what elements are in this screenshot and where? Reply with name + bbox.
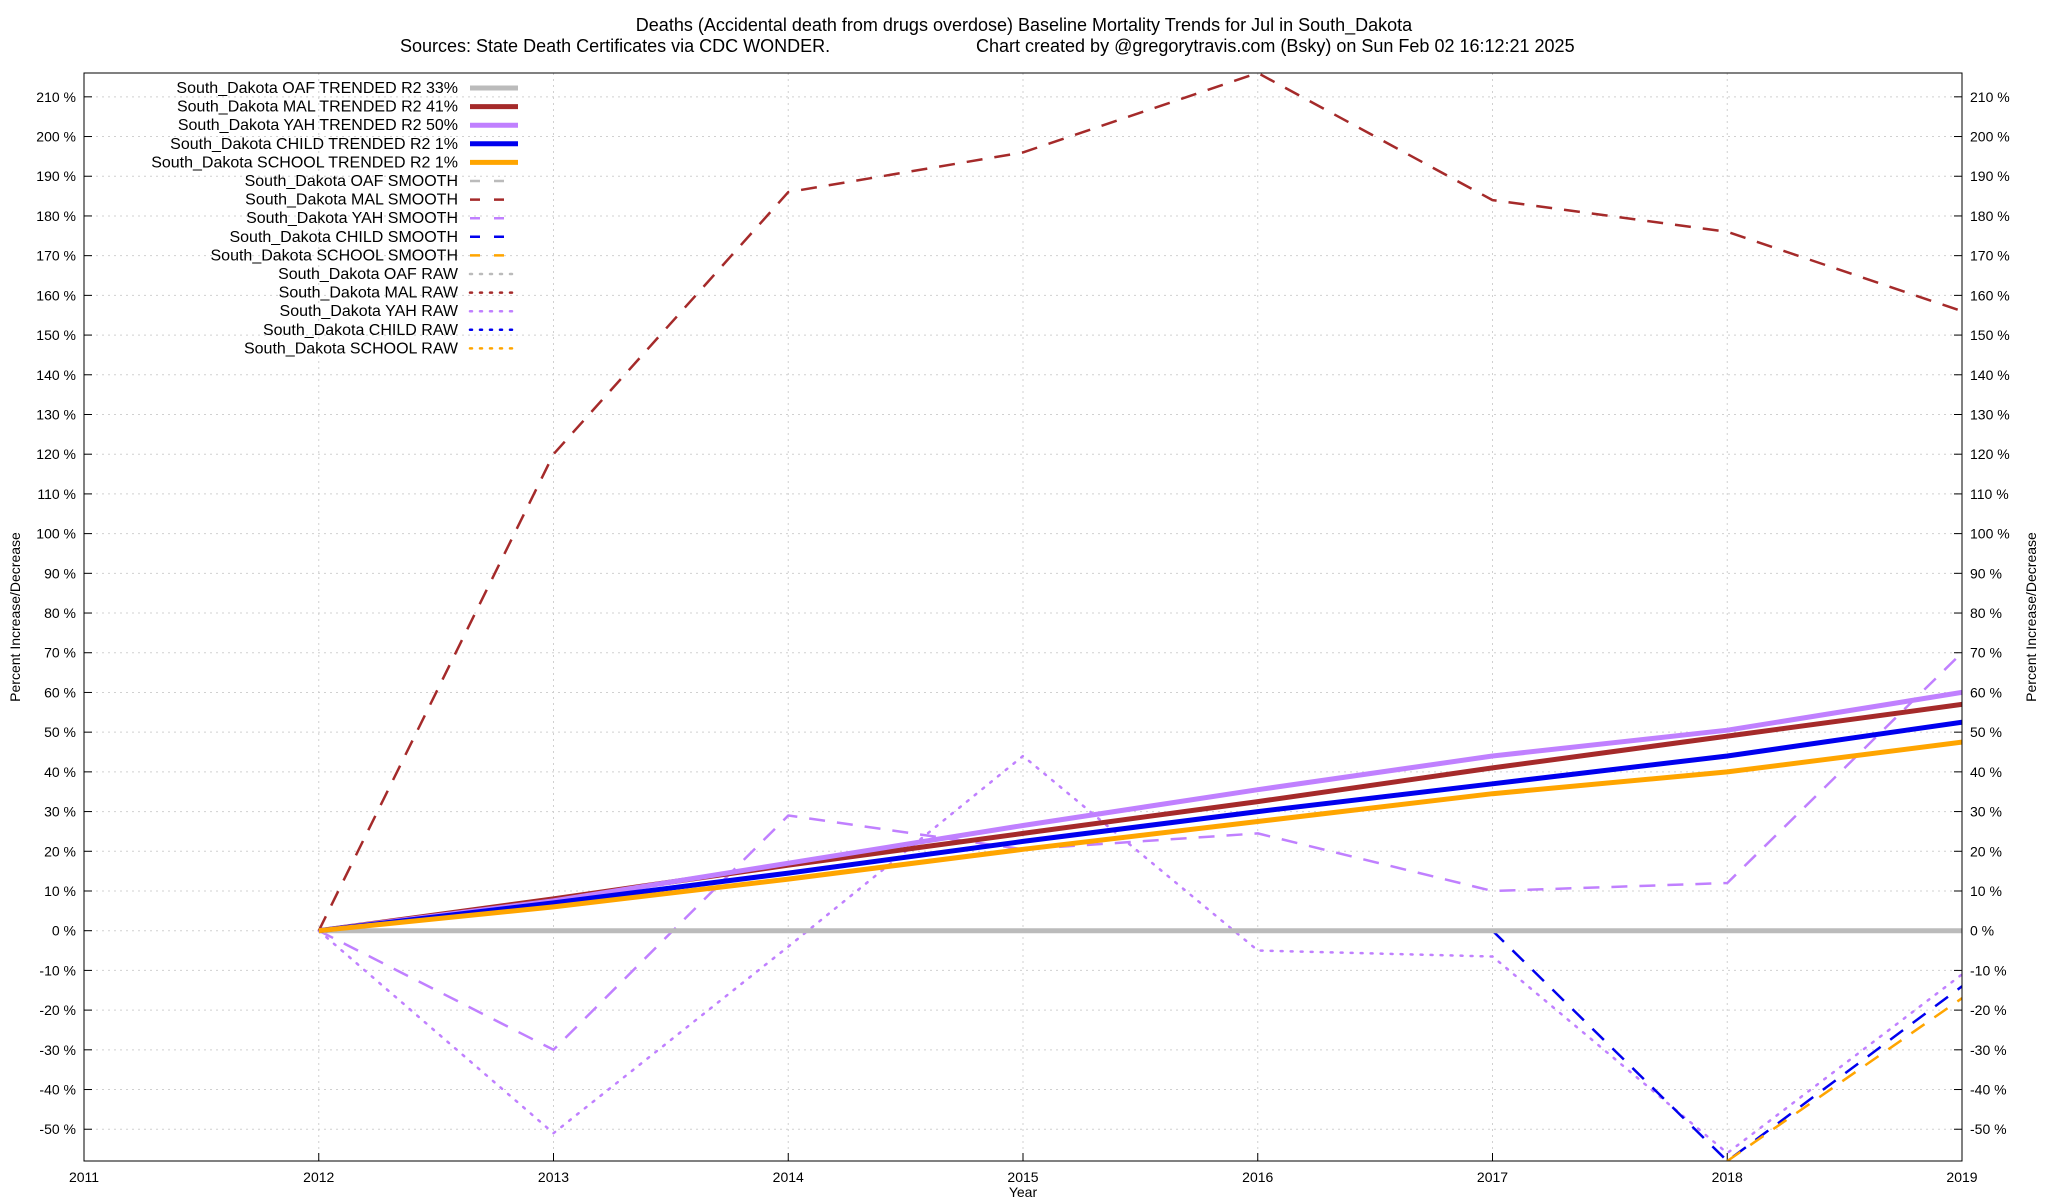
x-tick-label: 2015: [1007, 1169, 1038, 1185]
y-tick-label-left: 130 %: [36, 406, 76, 422]
y-tick-label-right: 130 %: [1970, 406, 2010, 422]
plot-frame: [83, 72, 1963, 1162]
chart-subtitle-credit: Chart created by @gregorytravis.com (Bsk…: [976, 36, 1575, 56]
y-tick-label-left: 90 %: [44, 565, 76, 581]
y-tick-label-left: -30 %: [39, 1042, 76, 1058]
y-tick-label-right: 100 %: [1970, 526, 2010, 542]
y-tick-label-left: 40 %: [44, 764, 76, 780]
y-tick-label-right: 70 %: [1970, 645, 2002, 661]
y-tick-label-left: -10 %: [39, 962, 76, 978]
series-line-6: [317, 73, 1962, 932]
x-axis-label: Year: [1009, 1184, 1038, 1200]
y-tick-label-right: 110 %: [1970, 486, 2009, 502]
legend-label: South_Dakota YAH RAW: [280, 303, 459, 320]
legend-label: South_Dakota SCHOOL SMOOTH: [211, 247, 459, 264]
y-tick-label-left: 0 %: [52, 923, 76, 939]
series-line-2: [318, 689, 1962, 934]
y-tick-label-left: -50 %: [39, 1121, 76, 1137]
x-tick-label: 2011: [69, 1169, 99, 1185]
y-tick-label-right: 120 %: [1970, 446, 2010, 462]
y-tick-label-right: 30 %: [1970, 804, 2002, 820]
y-tick-label-right: 160 %: [1970, 287, 2010, 303]
chart-subtitle-sources: Sources: State Death Certificates via CD…: [400, 36, 830, 56]
legend-label: South_Dakota SCHOOL TRENDED R2 1%: [151, 154, 458, 171]
y-tick-label-right: 60 %: [1970, 684, 2002, 700]
y-tick-label-right: -20 %: [1970, 1002, 2007, 1018]
plot-series: [317, 73, 1962, 1161]
y-tick-label-right: 150 %: [1970, 327, 2010, 343]
legend: South_Dakota OAF TRENDED R2 33% South_Dak…: [151, 80, 520, 357]
chart-title: Deaths (Accidental death from drugs over…: [636, 15, 1413, 36]
y-axis-label-left: Percent Increase/Decrease: [7, 532, 23, 702]
legend-label: South_Dakota OAF TRENDED R2 33%: [176, 80, 458, 97]
x-tick-label: 2017: [1477, 1169, 1508, 1185]
y-tick-label-left: 120 %: [36, 446, 76, 462]
legend-label: South_Dakota YAH SMOOTH: [246, 210, 458, 227]
y-tick-label-left: -40 %: [39, 1082, 76, 1098]
y-tick-label-left: 60 %: [44, 684, 76, 700]
y-tick-label-right: 190 %: [1970, 168, 2010, 184]
y-tick-label-left: 70 %: [44, 645, 76, 661]
y-tick-label-right: -30 %: [1970, 1042, 2007, 1058]
y-tick-label-right: 50 %: [1970, 724, 2002, 740]
y-tick-label-right: -10 %: [1970, 962, 2007, 978]
series-line-9: [1726, 997, 1962, 1161]
legend-label: South_Dakota OAF SMOOTH: [245, 173, 458, 190]
y-tick-label-right: 80 %: [1970, 605, 2002, 621]
legend-label: South_Dakota CHILD RAW: [263, 322, 459, 339]
legend-label: South_Dakota MAL SMOOTH: [245, 192, 458, 209]
legend-label: South_Dakota OAF RAW: [278, 266, 459, 283]
y-tick-label-left: 150 %: [36, 327, 76, 343]
y-tick-label-right: 90 %: [1970, 565, 2002, 581]
series-line-3: [318, 719, 1962, 934]
y-tick-label-left: 30 %: [44, 804, 76, 820]
series-line-7: [318, 651, 1962, 1052]
x-tick-label: 2016: [1242, 1169, 1273, 1185]
series-line-4: [318, 739, 1962, 934]
y-tick-label-right: 20 %: [1970, 843, 2002, 859]
y-tick-label-right: 40 %: [1970, 764, 2002, 780]
y-tick-label-left: 210 %: [36, 89, 76, 105]
y-tick-label-left: 180 %: [36, 208, 76, 224]
y-tick-label-right: 180 %: [1970, 208, 2010, 224]
y-tick-label-left: 200 %: [36, 129, 76, 145]
x-tick-label: 2014: [773, 1169, 804, 1185]
legend-label: South_Dakota YAH TRENDED R2 50%: [178, 117, 458, 134]
legend-label: South_Dakota MAL TRENDED R2 41%: [177, 99, 458, 116]
legend-label: South_Dakota MAL RAW: [279, 285, 459, 302]
y-tick-label-left: 50 %: [44, 724, 76, 740]
series-line-12: [317, 754, 1962, 1155]
y-axis-label-right: Percent Increase/Decrease: [2023, 532, 2039, 702]
x-tick-label: 2013: [538, 1169, 569, 1185]
x-tick-label: 2012: [303, 1169, 334, 1185]
y-tick-label-left: 100 %: [36, 526, 76, 542]
grid: [83, 73, 1963, 1161]
y-tick-label-left: 10 %: [44, 883, 76, 899]
legend-label: South_Dakota CHILD SMOOTH: [229, 229, 458, 246]
y-tick-label-left: 190 %: [36, 168, 76, 184]
y-tick-label-right: -50 %: [1970, 1121, 2007, 1137]
y-tick-label-right: 0 %: [1970, 923, 1994, 939]
legend-label: South_Dakota CHILD TRENDED R2 1%: [170, 136, 458, 153]
y-tick-label-left: 170 %: [36, 248, 76, 264]
y-tick-label-right: 170 %: [1970, 248, 2010, 264]
y-tick-label-left: 110 %: [37, 486, 76, 502]
y-tick-label-right: 200 %: [1970, 129, 2010, 145]
y-tick-label-left: 20 %: [44, 843, 76, 859]
y-tick-label-right: 140 %: [1970, 367, 2010, 383]
y-tick-label-left: 140 %: [36, 367, 76, 383]
y-tick-label-left: -20 %: [39, 1002, 76, 1018]
y-tick-label-left: 160 %: [36, 287, 76, 303]
y-tick-label-right: -40 %: [1970, 1082, 2007, 1098]
legend-label: South_Dakota SCHOOL RAW: [244, 340, 459, 357]
y-tick-label-left: 80 %: [44, 605, 76, 621]
x-tick-label: 2019: [1946, 1169, 1977, 1185]
y-tick-label-right: 10 %: [1970, 883, 2002, 899]
x-tick-label: 2018: [1712, 1169, 1743, 1185]
y-tick-label-right: 210 %: [1970, 89, 2010, 105]
axis-ticks: -50 % -50 % -40 % -40 % -30 % -30 % -20 % -20 %…: [36, 89, 2009, 1185]
